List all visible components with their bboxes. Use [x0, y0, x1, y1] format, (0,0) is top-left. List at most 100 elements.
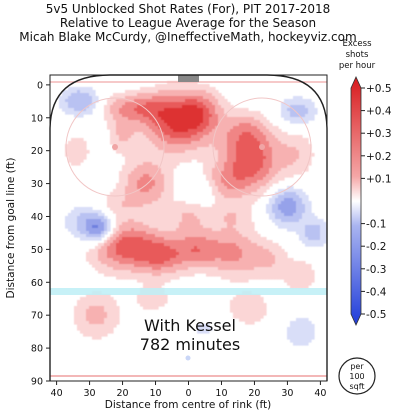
annotation-player: With Kessel [144, 316, 236, 335]
heat-cell [278, 255, 282, 259]
heat-cell [59, 99, 63, 103]
heat-cell [257, 168, 261, 172]
heat-cell [257, 189, 261, 193]
heat-cell [254, 303, 258, 307]
heat-cell [239, 237, 243, 241]
heat-cell [191, 246, 195, 250]
heat-cell [239, 150, 243, 154]
heat-cell [164, 240, 168, 244]
heat-cell [143, 96, 147, 100]
heat-cell [245, 141, 249, 145]
heat-cell [296, 102, 300, 106]
heat-cell [299, 228, 303, 232]
heat-cell [134, 198, 138, 202]
heat-cell [185, 147, 189, 151]
heat-cell [110, 99, 114, 103]
heat-cell [215, 174, 219, 178]
heat-cell [251, 267, 255, 271]
heat-cell [188, 207, 192, 211]
heat-cell [149, 306, 153, 310]
heat-cell [173, 246, 177, 250]
heat-cell [185, 270, 189, 274]
heat-cell [215, 213, 219, 217]
heat-cell [296, 141, 300, 145]
heat-cell [233, 258, 237, 262]
heat-cell [251, 222, 255, 226]
heat-cell [137, 114, 141, 118]
heat-cell [230, 165, 234, 169]
heat-cell [185, 96, 189, 100]
heat-cell [293, 213, 297, 217]
heat-cell [224, 180, 228, 184]
heat-cell [224, 162, 228, 166]
heat-cell [113, 243, 117, 247]
heat-cell [260, 189, 264, 193]
heat-cell [149, 147, 153, 151]
heat-cell [155, 252, 159, 256]
heat-cell [251, 270, 255, 274]
heat-cell [242, 264, 246, 268]
heat-cell [164, 114, 168, 118]
heat-cell [257, 237, 261, 241]
heat-cell [305, 279, 309, 283]
heat-cell [137, 204, 141, 208]
heat-cell [116, 252, 120, 256]
heat-cell [305, 141, 309, 145]
heat-cell [152, 249, 156, 253]
heat-cell [278, 171, 282, 175]
heat-cell [233, 129, 237, 133]
heat-cell [68, 111, 72, 115]
heat-cell [167, 255, 171, 259]
heat-cell [296, 282, 300, 286]
heat-cell [104, 330, 108, 334]
heat-cell [215, 210, 219, 214]
heat-cell [215, 177, 219, 181]
heat-cell [188, 225, 192, 229]
heat-cell [116, 135, 120, 139]
heat-cell [164, 201, 168, 205]
heat-cell [134, 186, 138, 190]
heat-cell [221, 153, 225, 157]
heat-cell [182, 120, 186, 124]
chart-title-line-2: Relative to League Average for the Seaso… [60, 16, 316, 30]
heat-cell [71, 222, 75, 226]
heat-cell [143, 195, 147, 199]
unit-badge [338, 357, 376, 395]
heat-cell [245, 147, 249, 151]
heat-cell [95, 237, 99, 241]
heat-cell [167, 246, 171, 250]
heat-cell [200, 144, 204, 148]
heat-cell [158, 141, 162, 145]
heat-cell [179, 234, 183, 238]
heat-cell [137, 147, 141, 151]
heat-cell [191, 114, 195, 118]
heat-cell [167, 273, 171, 277]
heat-cell [164, 141, 168, 145]
heat-cell [290, 330, 294, 334]
heat-cell [227, 147, 231, 151]
heat-cell [257, 309, 261, 313]
heat-cell [110, 306, 114, 310]
heat-cell [290, 117, 294, 121]
heat-cell [293, 195, 297, 199]
heat-cell [161, 243, 165, 247]
heat-cell [299, 261, 303, 265]
heat-cell [293, 141, 297, 145]
heat-cell [290, 267, 294, 271]
heat-cell [224, 138, 228, 142]
heat-cell [119, 243, 123, 247]
heat-cell [242, 165, 246, 169]
heat-cell [197, 135, 201, 139]
heat-cell [134, 249, 138, 253]
heat-cell [272, 198, 276, 202]
heat-cell [299, 318, 303, 322]
heat-cell [80, 309, 84, 313]
colorbar-tick-label: +0.2 [366, 151, 392, 163]
heat-cell [95, 261, 99, 265]
heat-cell [188, 135, 192, 139]
heat-cell [209, 210, 213, 214]
heat-cell [176, 246, 180, 250]
heat-cell [260, 129, 264, 133]
heat-cell [119, 102, 123, 106]
heat-cell [137, 108, 141, 112]
